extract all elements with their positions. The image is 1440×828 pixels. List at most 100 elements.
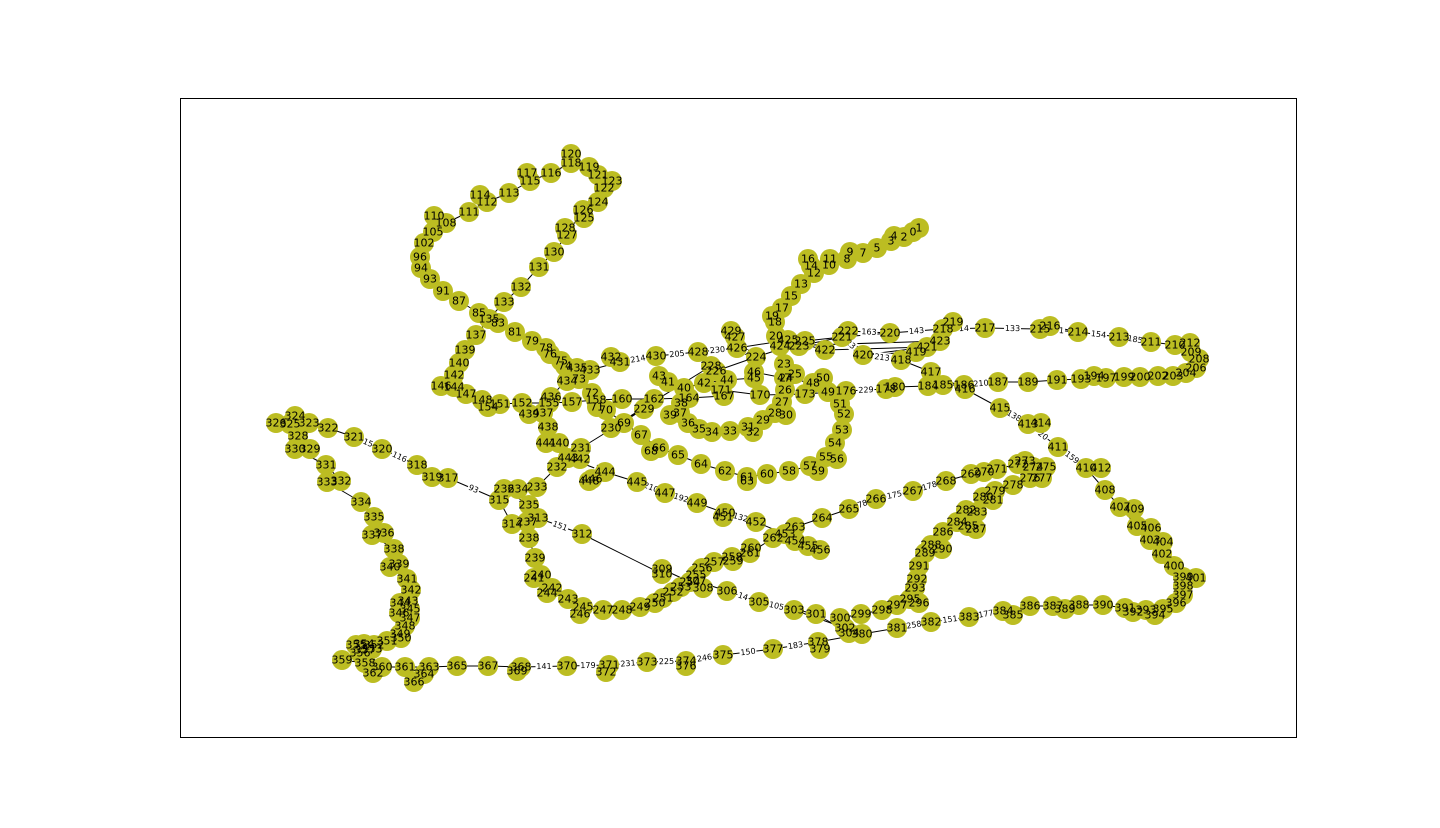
node-label-256: 256 (692, 562, 713, 575)
node-91 (433, 281, 453, 301)
node-210 (1165, 335, 1185, 355)
node-11 (820, 249, 840, 269)
node-label-378: 378 (808, 636, 829, 649)
node-label-385: 385 (1003, 609, 1024, 622)
node-435 (567, 358, 587, 378)
node-110 (424, 206, 444, 226)
node-312 (572, 524, 592, 544)
node-label-333: 333 (317, 476, 338, 489)
node-label-66: 66 (652, 442, 666, 455)
node-label-363: 363 (419, 661, 440, 674)
node-label-191: 191 (1047, 374, 1068, 387)
node-418 (891, 350, 911, 370)
node-241 (524, 568, 544, 588)
node-label-162: 162 (644, 393, 665, 406)
node-370 (557, 656, 577, 676)
node-50 (813, 368, 833, 388)
node-label-340: 340 (380, 561, 401, 574)
node-111 (459, 202, 479, 222)
node-label-321: 321 (344, 431, 365, 444)
edge-label-background (628, 352, 648, 366)
node-label-436: 436 (541, 391, 562, 404)
node-label-31: 31 (741, 421, 755, 434)
node-367 (478, 656, 498, 676)
node-label-176: 176 (836, 385, 857, 398)
node-68 (641, 441, 661, 461)
node-label-14: 14 (804, 260, 818, 273)
node-225 (795, 331, 815, 351)
node-label-58: 58 (782, 465, 796, 478)
node-label-238: 238 (519, 532, 540, 545)
node-383 (959, 607, 979, 627)
node-label-5: 5 (874, 242, 881, 255)
node-label-353: 353 (362, 643, 383, 656)
node-label-346: 346 (389, 607, 410, 620)
edge-label-group: 229 (857, 384, 875, 396)
node-label-424: 424 (770, 340, 791, 353)
node-label-51: 51 (833, 398, 847, 411)
node-label-251: 251 (653, 592, 674, 605)
node-label-147: 147 (456, 388, 477, 401)
node-label-124: 124 (588, 196, 609, 209)
node-449 (687, 493, 707, 513)
node-label-318: 318 (407, 459, 428, 472)
node-362 (363, 663, 383, 683)
edge-label-group: 178 (919, 478, 940, 494)
node-label-146: 146 (431, 380, 452, 393)
edge-label: 192 (672, 491, 689, 504)
node-label-202: 202 (1148, 370, 1169, 383)
node-130 (544, 242, 564, 262)
node-label-11: 11 (823, 253, 837, 266)
node-label-411: 411 (1048, 441, 1069, 454)
node-303 (784, 600, 804, 620)
node-228 (701, 356, 721, 376)
node-113 (499, 183, 519, 203)
node-label-351: 351 (377, 635, 398, 648)
node-185 (933, 375, 953, 395)
node-label-59: 59 (811, 465, 825, 478)
node-87 (449, 291, 469, 311)
edge-label-group: 14 (735, 589, 751, 604)
node-label-288: 288 (921, 539, 942, 552)
node-label-265: 265 (839, 503, 860, 516)
edge-label-background (668, 348, 686, 360)
node-label-335: 335 (364, 511, 385, 524)
node-label-305: 305 (749, 596, 770, 609)
node-label-366: 366 (404, 676, 425, 689)
node-label-374: 374 (676, 655, 697, 668)
node-label-60: 60 (760, 468, 774, 481)
node-label-15: 15 (784, 290, 798, 303)
node-376 (676, 656, 696, 676)
node-label-232: 232 (547, 461, 568, 474)
edge-label-background (1089, 328, 1108, 341)
node-330 (285, 439, 305, 459)
node-label-173: 173 (795, 388, 816, 401)
node-label-278: 278 (1003, 479, 1024, 492)
node-label-425: 425 (778, 334, 799, 347)
edge-label-background (857, 384, 875, 396)
node-label-429: 429 (721, 325, 742, 338)
node-445 (627, 472, 647, 492)
node-label-94: 94 (414, 262, 428, 275)
node-216 (1040, 316, 1060, 336)
node-label-17: 17 (775, 302, 789, 315)
node-label-331: 331 (316, 459, 337, 472)
node-label-292: 292 (907, 573, 928, 586)
node-label-391: 391 (1115, 602, 1136, 615)
node-19 (762, 306, 782, 326)
edge-label: 205 (669, 349, 685, 359)
node-9 (840, 242, 860, 262)
node-label-152: 152 (512, 397, 533, 410)
node-label-68: 68 (644, 445, 658, 458)
node-label-334: 334 (351, 496, 372, 509)
node-label-284: 284 (947, 516, 968, 529)
node-label-304: 304 (839, 627, 860, 640)
node-label-285: 285 (958, 520, 979, 533)
node-label-289: 289 (915, 547, 936, 560)
node-label-384: 384 (993, 605, 1014, 618)
node-label-226: 226 (706, 365, 727, 378)
node-409 (1124, 499, 1144, 519)
node-257 (704, 552, 724, 572)
edge-label-group: 230 (708, 344, 727, 356)
node-label-418: 418 (891, 354, 912, 367)
